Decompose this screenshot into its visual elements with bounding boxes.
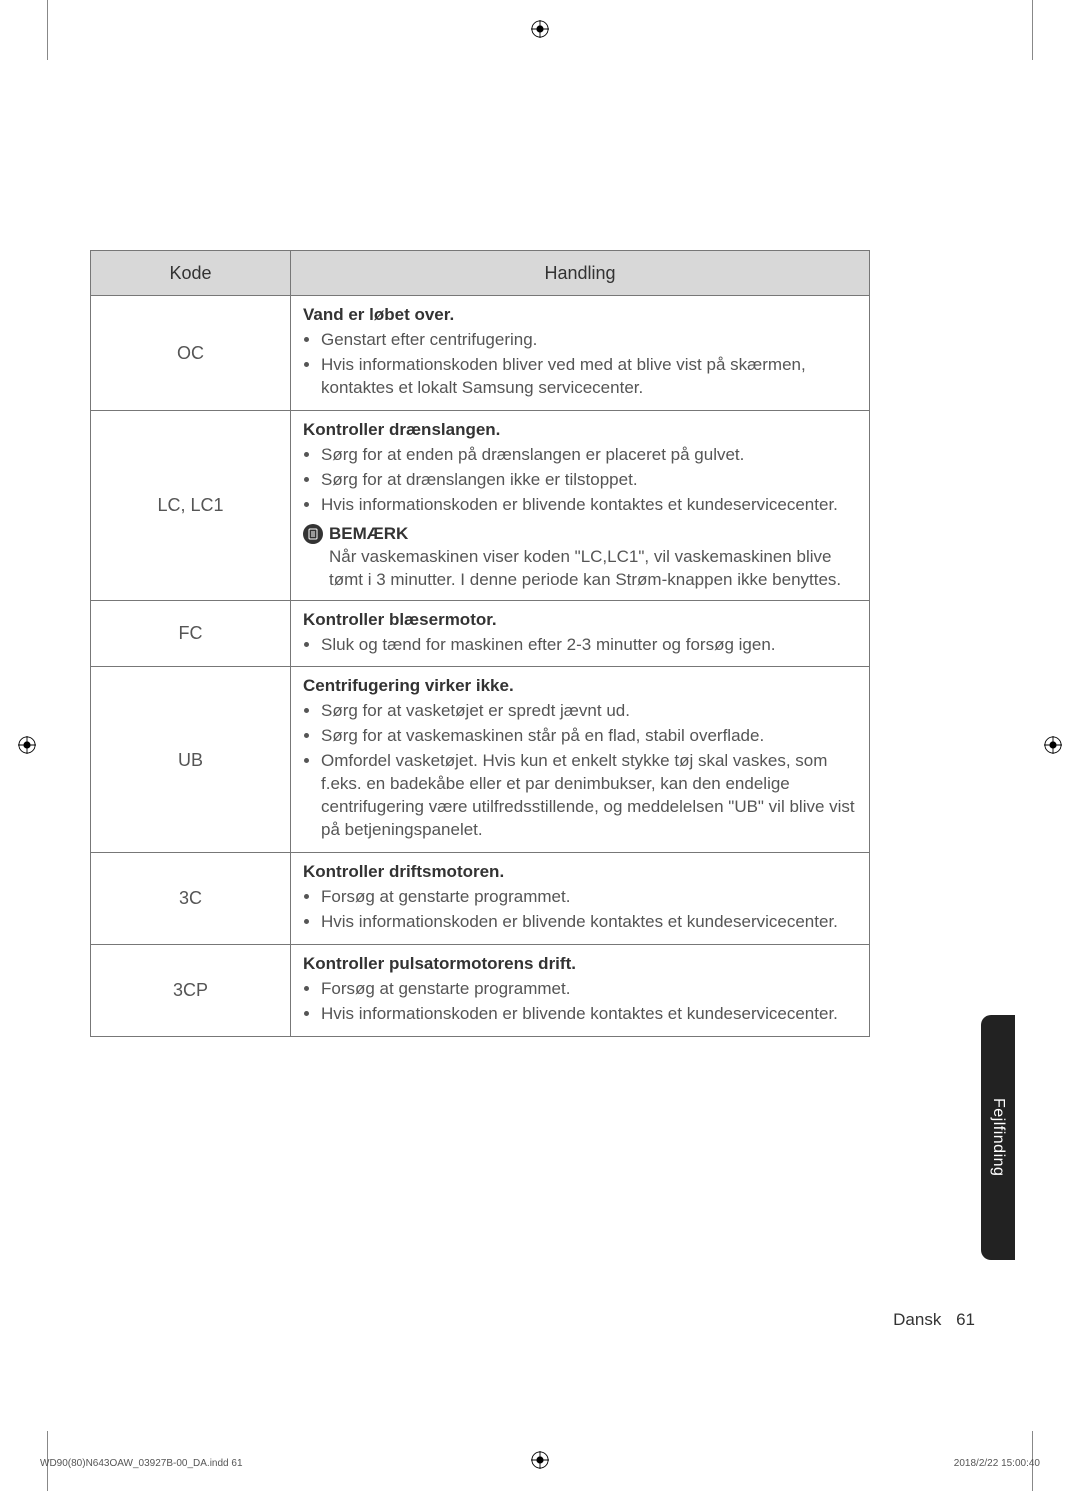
footer-page-number: 61 [956, 1310, 975, 1329]
table-row: FC Kontroller blæsermotor. Sluk og tænd … [91, 600, 870, 667]
action-bullet: Sørg for at enden på drænslangen er plac… [321, 444, 857, 467]
action-cell: Kontroller driftsmotoren. Forsøg at gens… [291, 853, 870, 945]
action-bullet: Forsøg at genstarte programmet. [321, 886, 857, 909]
action-title: Centrifugering virker ikke. [303, 675, 857, 698]
action-bullet: Sørg for at vaskemaskinen står på en fla… [321, 725, 857, 748]
action-title: Kontroller drænslangen. [303, 419, 857, 442]
note-label: BEMÆRK [329, 523, 408, 546]
note-body: Når vaskemaskinen viser koden "LC,LC1", … [329, 546, 857, 592]
table-header-code: Kode [91, 251, 291, 296]
imprint-timestamp: 2018/2/22 15:00:40 [954, 1458, 1040, 1469]
section-tab: Fejlfinding [981, 1015, 1015, 1260]
error-code-table-container: Kode Handling OC Vand er løbet over. Gen… [90, 250, 870, 1037]
code-cell: UB [91, 667, 291, 853]
registration-mark-icon [531, 1451, 549, 1469]
code-cell: 3CP [91, 944, 291, 1036]
action-bullet: Hvis informationskoden er blivende konta… [321, 911, 857, 934]
action-title: Kontroller blæsermotor. [303, 609, 857, 632]
action-cell: Centrifugering virker ikke. Sørg for at … [291, 667, 870, 853]
table-row: OC Vand er løbet over. Genstart efter ce… [91, 296, 870, 411]
action-bullet: Hvis informationskoden bliver ved med at… [321, 354, 857, 400]
registration-mark-icon [18, 736, 36, 754]
table-row: 3CP Kontroller pulsatormotorens drift. F… [91, 944, 870, 1036]
registration-mark-icon [531, 20, 549, 38]
table-row: LC, LC1 Kontroller drænslangen. Sørg for… [91, 411, 870, 601]
action-bullet: Hvis informationskoden er blivende konta… [321, 1003, 857, 1026]
action-cell: Kontroller drænslangen. Sørg for at ende… [291, 411, 870, 601]
code-cell: LC, LC1 [91, 411, 291, 601]
code-cell: OC [91, 296, 291, 411]
code-cell: FC [91, 600, 291, 667]
action-bullet: Hvis informationskoden er blivende konta… [321, 494, 857, 517]
section-tab-label: Fejlfinding [989, 1098, 1007, 1176]
action-title: Kontroller pulsatormotorens drift. [303, 953, 857, 976]
note-icon [303, 524, 323, 544]
action-cell: Vand er løbet over. Genstart efter centr… [291, 296, 870, 411]
table-row: UB Centrifugering virker ikke. Sørg for … [91, 667, 870, 853]
code-cell: 3C [91, 853, 291, 945]
table-header-action: Handling [291, 251, 870, 296]
registration-mark-icon [1044, 736, 1062, 754]
action-cell: Kontroller blæsermotor. Sluk og tænd for… [291, 600, 870, 667]
footer-language: Dansk [893, 1310, 941, 1329]
action-bullet: Omfordel vasketøjet. Hvis kun et enkelt … [321, 750, 857, 842]
table-row: 3C Kontroller driftsmotoren. Forsøg at g… [91, 853, 870, 945]
action-bullet: Sluk og tænd for maskinen efter 2-3 minu… [321, 634, 857, 657]
action-title: Vand er løbet over. [303, 304, 857, 327]
action-bullet: Sørg for at drænslangen ikke er tilstopp… [321, 469, 857, 492]
action-bullet: Sørg for at vasketøjet er spredt jævnt u… [321, 700, 857, 723]
action-title: Kontroller driftsmotoren. [303, 861, 857, 884]
imprint-filename: WD90(80)N643OAW_03927B-00_DA.indd 61 [40, 1458, 243, 1469]
page-footer: Dansk 61 [893, 1310, 975, 1330]
action-bullet: Forsøg at genstarte programmet. [321, 978, 857, 1001]
action-bullet: Genstart efter centrifugering. [321, 329, 857, 352]
error-code-table: Kode Handling OC Vand er løbet over. Gen… [90, 250, 870, 1037]
action-cell: Kontroller pulsatormotorens drift. Forsø… [291, 944, 870, 1036]
